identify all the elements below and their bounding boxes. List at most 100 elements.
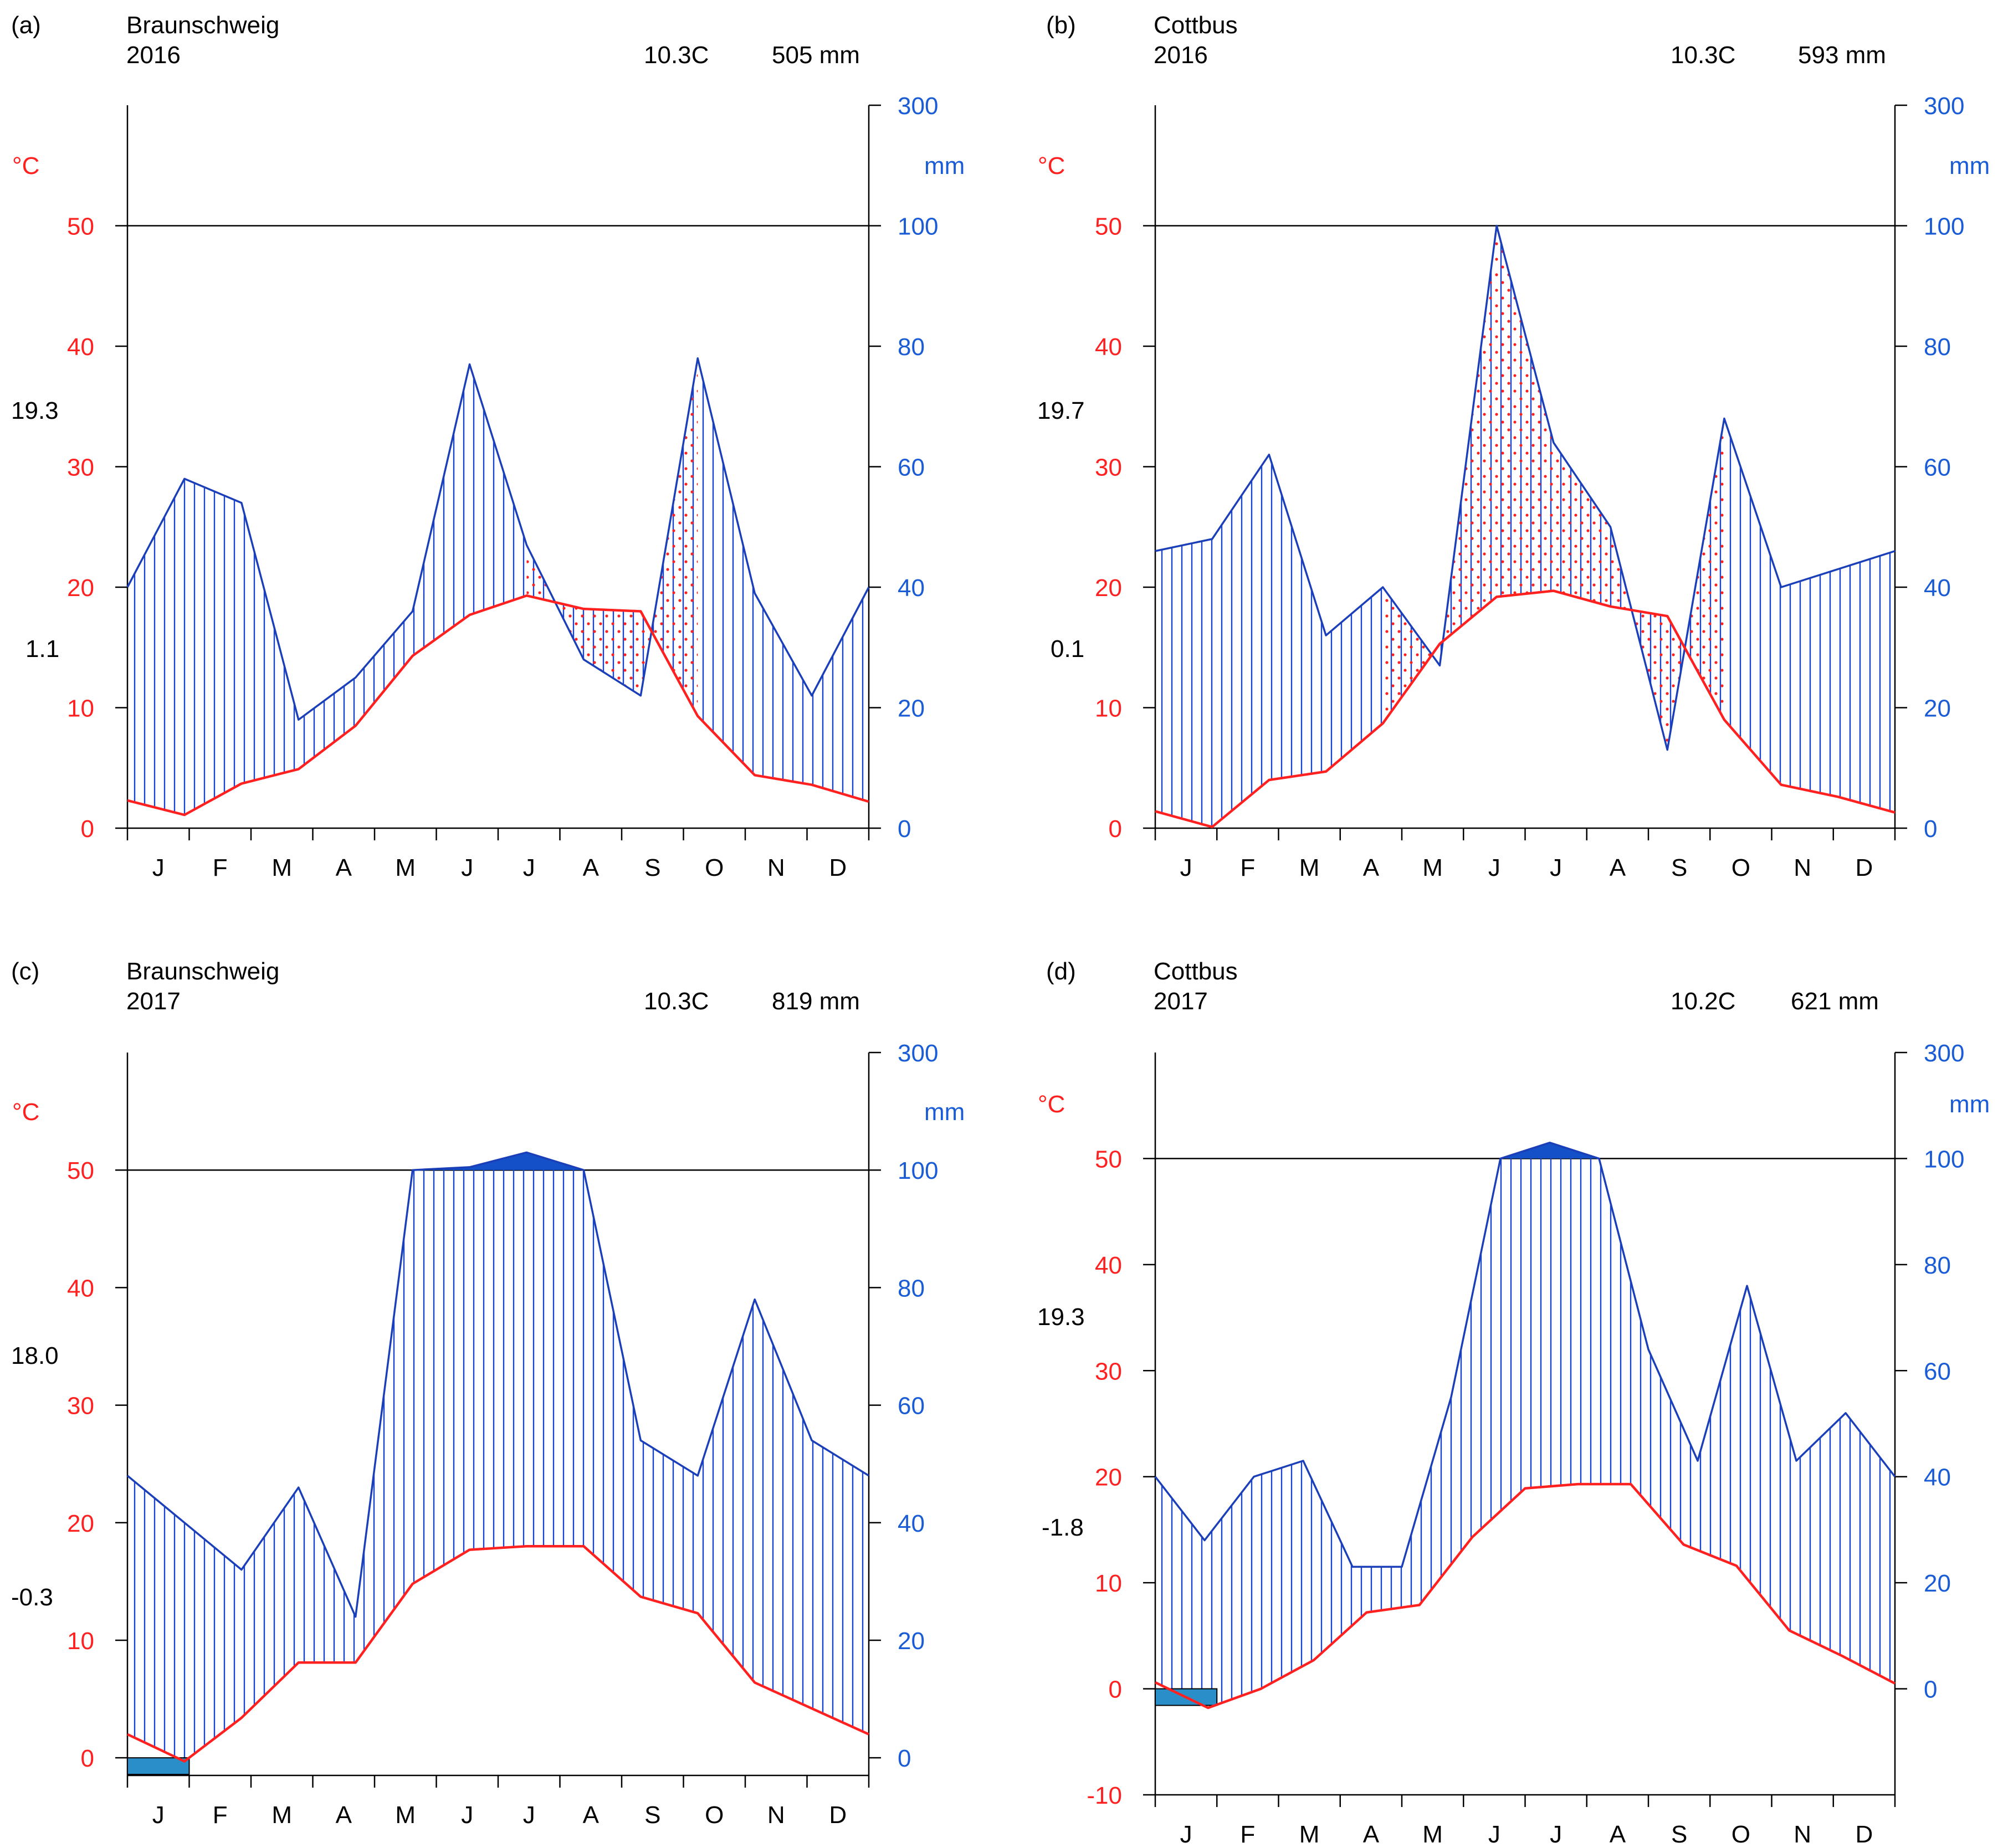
precip-tick-label: 300 <box>898 93 938 120</box>
temp-line <box>127 594 869 817</box>
arid-area <box>526 358 698 716</box>
excess-precip-area <box>1500 1142 1599 1159</box>
month-label: A <box>336 854 352 881</box>
temp-line <box>1155 1482 1896 1710</box>
month-label: J <box>1488 854 1500 881</box>
annual-temp: 10.3C <box>1671 42 1735 69</box>
annual-precip: 505 mm <box>772 42 860 69</box>
precip-tick-label: 100 <box>1924 1146 1964 1173</box>
month-label: J <box>523 1801 535 1829</box>
station-name: Braunschweig <box>126 958 279 985</box>
precip-tick-label: 100 <box>898 213 938 240</box>
precip-tick-label: 40 <box>898 1510 925 1537</box>
annual-precip: 593 mm <box>1798 42 1886 69</box>
panel-label: (c) <box>11 958 39 985</box>
month-label: A <box>1363 1821 1380 1848</box>
month-label: S <box>644 1801 660 1829</box>
temp-tick-label: 20 <box>67 574 94 602</box>
temp-tick-label: 40 <box>67 333 94 361</box>
month-label: J <box>152 1801 165 1829</box>
temp-line <box>1155 589 1896 829</box>
frost-month-box <box>127 1757 190 1775</box>
temp-tick-label: 50 <box>67 213 94 240</box>
month-label: D <box>829 1801 847 1829</box>
precip-tick-label: 80 <box>898 1275 925 1302</box>
temp-tick-label: 10 <box>1095 695 1122 722</box>
humid-area <box>127 358 869 815</box>
month-label: J <box>461 1801 473 1829</box>
month-label: M <box>395 854 416 881</box>
temp-line <box>127 1544 869 1763</box>
precip-tick-label: 60 <box>898 454 925 481</box>
temp-tick-label: 10 <box>67 695 94 722</box>
precip-line <box>1155 224 1896 751</box>
temp-tick-label: 40 <box>67 1275 94 1302</box>
precip-tick-label: 300 <box>898 1040 938 1067</box>
temp-tick-label: 10 <box>1095 1570 1122 1597</box>
annual-precip: 819 mm <box>772 988 860 1015</box>
precip-tick-label: 40 <box>1924 574 1951 602</box>
month-label: F <box>1240 1821 1255 1848</box>
temp-tick-label: 0 <box>1109 815 1122 843</box>
temp-tick-label: 50 <box>67 1157 94 1184</box>
precip-line <box>126 357 870 721</box>
precip-tick-label: 0 <box>1924 1676 1937 1703</box>
left-unit: °C <box>12 152 39 179</box>
annual-temp: 10.3C <box>644 42 709 69</box>
month-label: J <box>1180 1821 1192 1848</box>
left-unit: °C <box>1038 152 1065 179</box>
right-unit: mm <box>1949 152 1990 179</box>
right-unit: mm <box>924 152 965 179</box>
precip-tick-label: 100 <box>898 1157 938 1184</box>
humid-area <box>1155 1158 1895 1708</box>
temp-tick-label: 50 <box>1095 1146 1122 1173</box>
temp-tick-label: 0 <box>1109 1676 1122 1703</box>
temp-tick-label: 20 <box>1095 574 1122 602</box>
temp-tick-label: 20 <box>67 1510 94 1537</box>
max-temp-label: 18.0 <box>11 1342 59 1369</box>
temp-tick-label: 0 <box>81 815 94 843</box>
month-label: J <box>1550 854 1562 881</box>
month-label: O <box>705 854 724 881</box>
month-label: M <box>1299 1821 1320 1848</box>
month-label: N <box>1794 1821 1811 1848</box>
station-name: Cottbus <box>1154 958 1238 985</box>
precip-line <box>126 1151 869 1618</box>
annual-precip: 621 mm <box>1791 988 1879 1015</box>
month-label: M <box>271 1801 292 1829</box>
panel-d: (d) Cottbus 2017 10.2C 621 mm °C mm 19.3… <box>1037 958 1990 1848</box>
right-unit: mm <box>924 1098 965 1126</box>
max-temp-label: 19.3 <box>1037 1303 1085 1331</box>
min-temp-label: -1.8 <box>1042 1514 1084 1541</box>
month-label: J <box>1180 854 1192 881</box>
precip-tick-label: 80 <box>898 333 925 361</box>
temp-tick-label: -10 <box>1087 1782 1122 1809</box>
month-label: N <box>1794 854 1811 881</box>
temp-tick-label: 30 <box>1095 454 1122 481</box>
month-label: N <box>767 854 785 881</box>
month-label: A <box>1610 1821 1626 1848</box>
panel-label: (b) <box>1046 12 1076 39</box>
panel-label: (d) <box>1046 958 1076 985</box>
month-label: A <box>1363 854 1380 881</box>
left-unit: °C <box>1038 1091 1065 1118</box>
year-label: 2016 <box>126 42 181 69</box>
left-unit: °C <box>12 1098 39 1126</box>
temp-tick-label: 50 <box>1095 213 1122 240</box>
min-temp-label: -0.3 <box>11 1584 53 1611</box>
precip-tick-label: 40 <box>898 574 925 602</box>
month-label: M <box>1422 854 1443 881</box>
annual-temp: 10.2C <box>1671 988 1735 1015</box>
month-label: O <box>705 1801 724 1829</box>
temp-tick-label: 30 <box>67 1393 94 1420</box>
panel-b: (b) Cottbus 2016 10.3C 593 mm °C mm 19.7… <box>1037 12 1990 881</box>
year-label: 2017 <box>126 988 181 1015</box>
precip-tick-label: 80 <box>1924 333 1951 361</box>
arid-area <box>1382 225 1724 750</box>
month-label: O <box>1732 1821 1750 1848</box>
precip-tick-label: 0 <box>1924 815 1937 843</box>
month-label: M <box>1422 1821 1443 1848</box>
precip-line <box>1154 1141 1896 1568</box>
precip-tick-label: 20 <box>1924 695 1951 722</box>
